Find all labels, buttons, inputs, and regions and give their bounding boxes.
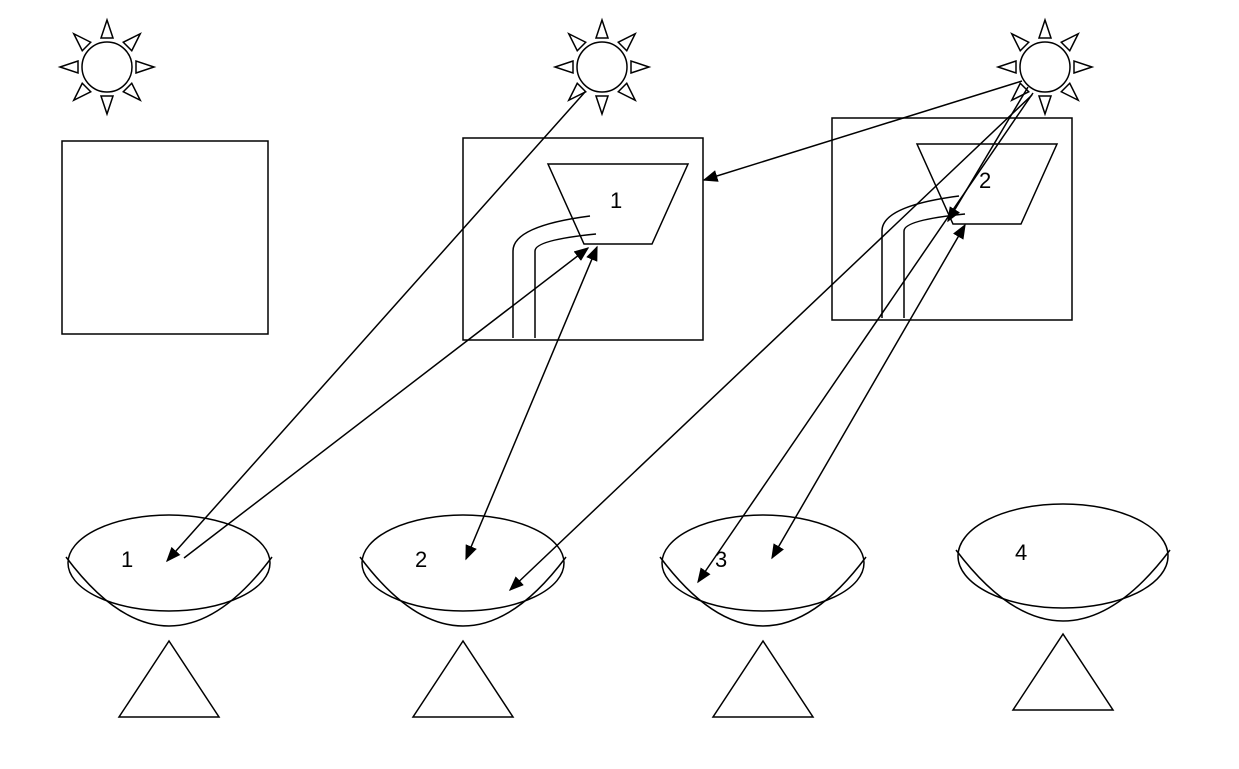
arrow-0 — [167, 92, 585, 561]
diagram-canvas — [0, 0, 1239, 769]
sun-1 — [60, 20, 154, 114]
dish-1-label: 1 — [121, 547, 133, 573]
arrow-1 — [184, 248, 588, 558]
box-3 — [832, 118, 1072, 320]
box-1 — [62, 141, 268, 334]
dish-3-label: 3 — [715, 547, 727, 573]
dish-3 — [660, 515, 866, 717]
dish-4-label: 4 — [1015, 540, 1027, 566]
box-2-label: 1 — [610, 188, 622, 214]
dish-4 — [956, 504, 1170, 710]
sun-2 — [555, 20, 649, 114]
arrow-4 — [948, 87, 1028, 221]
box-2 — [463, 138, 703, 340]
dish-2-label: 2 — [415, 547, 427, 573]
dish-1 — [66, 515, 272, 717]
sun-3 — [998, 20, 1092, 114]
arrow-5 — [772, 225, 965, 558]
dish-2 — [360, 515, 566, 717]
arrow-2 — [466, 247, 597, 559]
box-3-label: 2 — [979, 168, 991, 194]
arrow-3 — [704, 81, 1022, 180]
